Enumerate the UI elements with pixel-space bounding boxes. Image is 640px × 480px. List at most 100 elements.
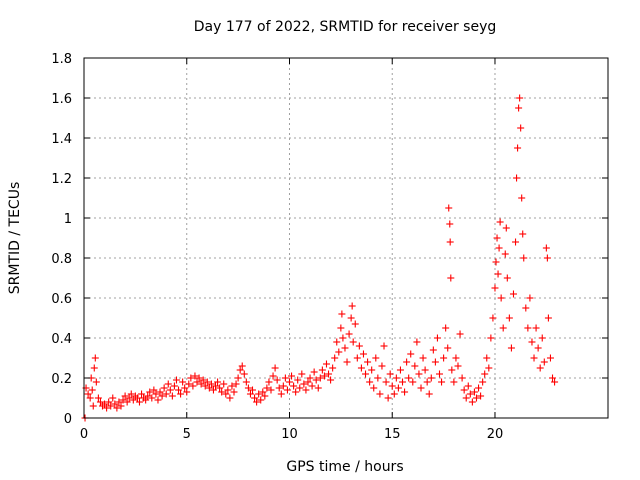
data-point [103, 404, 111, 412]
data-point [503, 274, 511, 282]
data-point [92, 378, 100, 386]
data-point [493, 234, 501, 242]
data-point [191, 372, 199, 380]
data-point [115, 398, 123, 406]
data-point [205, 384, 213, 392]
data-point [448, 366, 456, 374]
data-point [489, 314, 497, 322]
data-point [419, 354, 427, 362]
data-point [160, 384, 168, 392]
data-point [494, 270, 502, 278]
data-point [468, 398, 476, 406]
data-point [222, 390, 230, 398]
data-point [501, 250, 509, 258]
data-point [491, 284, 499, 292]
data-point [127, 390, 135, 398]
data-point [458, 374, 466, 382]
data-point [251, 394, 259, 402]
data-point [185, 380, 193, 388]
data-point [472, 394, 480, 402]
data-point [376, 390, 384, 398]
data-point [403, 358, 411, 366]
data-point [362, 370, 370, 378]
data-point [285, 378, 293, 386]
data-point [335, 348, 343, 356]
data-point [201, 382, 209, 390]
data-point [242, 378, 250, 386]
data-point [316, 374, 324, 382]
data-point [384, 394, 392, 402]
data-point [421, 366, 429, 374]
data-point [514, 144, 522, 152]
data-point [322, 360, 330, 368]
data-point [427, 374, 435, 382]
data-point [386, 370, 394, 378]
data-point [528, 338, 536, 346]
y-tick-label: 1 [64, 212, 72, 227]
data-point [534, 344, 542, 352]
data-point [526, 294, 534, 302]
data-point [292, 388, 300, 396]
data-point [197, 380, 205, 388]
data-point [125, 394, 133, 402]
data-point [470, 388, 478, 396]
data-point [327, 376, 335, 384]
data-point [524, 324, 532, 332]
data-point [364, 358, 372, 366]
data-point [341, 344, 349, 352]
data-point [281, 374, 289, 382]
data-point [138, 390, 146, 398]
data-point [267, 386, 275, 394]
data-point [253, 398, 261, 406]
data-point [447, 274, 455, 282]
data-point [218, 388, 226, 396]
y-tick-label: 0.2 [51, 372, 72, 387]
data-point [314, 384, 322, 392]
y-tick-label: 0.8 [51, 252, 72, 267]
data-point [442, 324, 450, 332]
data-point [355, 342, 363, 350]
data-point [368, 366, 376, 374]
data-point [209, 386, 217, 394]
data-point [296, 384, 304, 392]
data-point [232, 380, 240, 388]
data-point [401, 388, 409, 396]
data-point [516, 94, 524, 102]
data-point [513, 174, 521, 182]
data-point [259, 388, 267, 396]
data-point [220, 380, 228, 388]
data-point [481, 370, 489, 378]
data-point [294, 376, 302, 384]
data-point [425, 390, 433, 398]
data-point [86, 394, 94, 402]
data-point [88, 386, 96, 394]
x-tick-label: 15 [384, 427, 401, 442]
data-point [497, 294, 505, 302]
data-point [142, 396, 150, 404]
data-point [195, 374, 203, 382]
data-point [179, 378, 187, 386]
data-point [236, 366, 244, 374]
data-point [269, 372, 277, 380]
data-point [530, 354, 538, 362]
data-point [156, 388, 164, 396]
data-point [288, 372, 296, 380]
data-point [129, 396, 137, 404]
data-point [298, 370, 306, 378]
data-point [515, 104, 523, 112]
data-point [372, 354, 380, 362]
data-point [431, 358, 439, 366]
data-point [538, 334, 546, 342]
data-point [249, 386, 257, 394]
data-point [536, 364, 544, 372]
data-point [440, 354, 448, 362]
data-point [542, 244, 550, 252]
data-point [357, 364, 365, 372]
data-point [89, 402, 97, 410]
data-point [460, 386, 468, 394]
data-point [183, 388, 191, 396]
data-point [407, 350, 415, 358]
data-point [512, 238, 520, 246]
data-point [349, 338, 357, 346]
data-point [337, 324, 345, 332]
